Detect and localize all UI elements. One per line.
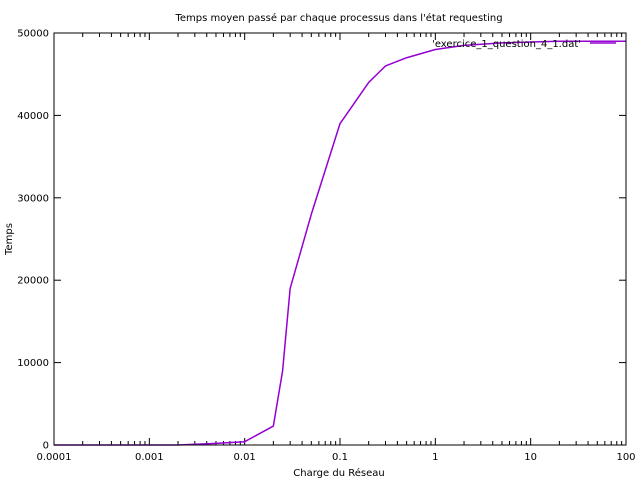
y-tick-label: 10000: [17, 358, 49, 369]
plot-frame: [53, 32, 627, 446]
legend-label: 'exercice_1_question_4_1.dat': [432, 39, 581, 50]
y-tick-label: 40000: [17, 111, 49, 122]
series-line: [54, 40, 626, 446]
y-tick-label: 0: [43, 441, 49, 452]
x-tick-label: 0.001: [135, 452, 164, 463]
x-tick-label: 0.0001: [37, 452, 72, 463]
x-tick-label: 0.1: [332, 452, 348, 463]
x-tick-label: 1: [432, 452, 438, 463]
y-tick-label: 20000: [17, 276, 49, 287]
x-tick-label: 0.01: [234, 452, 256, 463]
x-tick-label: 10: [524, 452, 537, 463]
series-layer: [54, 40, 626, 446]
y-tick-label: 50000: [17, 29, 49, 40]
x-axis-label: Charge du Réseau: [293, 467, 384, 479]
y-axis-label: Temps: [4, 223, 15, 256]
y-tick-label: 30000: [17, 193, 49, 204]
x-tick-label: 100: [616, 452, 635, 463]
chart-title: Temps moyen passé par chaque processus d…: [174, 12, 502, 24]
axis-ticks: 0.0001 0.001 0.01 0.1 1 10 100 0 10000 20000 30000…: [17, 29, 635, 464]
legend: 'exercice_1_question_4_1.dat': [432, 39, 616, 50]
